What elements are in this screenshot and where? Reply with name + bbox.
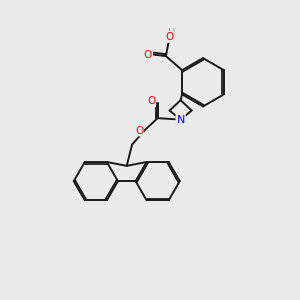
Text: O: O [143, 50, 152, 60]
Text: H: H [167, 28, 175, 38]
Text: N: N [176, 115, 185, 124]
Text: O: O [135, 125, 143, 136]
Text: O: O [165, 32, 174, 42]
Text: O: O [147, 96, 155, 106]
